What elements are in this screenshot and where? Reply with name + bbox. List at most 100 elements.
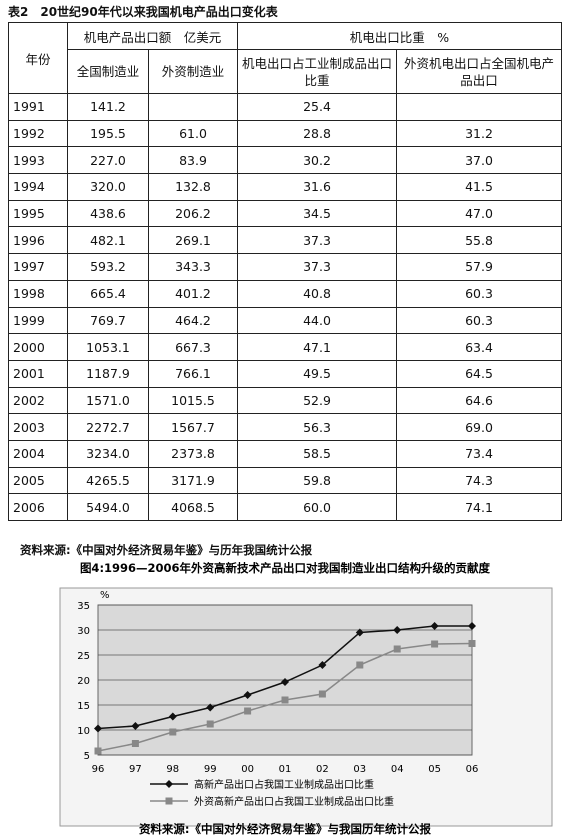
year-cell: 1995 [8,199,68,228]
value-cell: 320.0 [67,173,149,201]
year-cell: 1997 [8,253,68,281]
data-table: 年份 机电产品出口额 亿美元 机电出口比重 % 全国制造业 外资制造业 机电出口… [8,22,562,521]
value-cell: 37.3 [237,226,397,255]
header-cell: 年份 [8,22,68,94]
year-cell: 2006 [8,493,68,521]
data-point [281,678,289,686]
header-cell: 机电出口比重 % [237,22,562,50]
year-cell: 1991 [8,93,68,121]
table-row: 2000 1053.1 667.3 47.1 63.4 [8,333,562,361]
y-tick-label: 25 [77,651,90,662]
value-cell: 401.2 [148,279,238,308]
table-row: 2001 1187.9 766.1 49.5 64.5 [8,359,562,388]
table-row: 1991 141.2 25.4 [8,93,562,121]
x-tick-label: 97 [129,764,142,775]
value-cell: 60.3 [396,306,562,335]
data-point [393,645,401,653]
x-tick-label: 04 [391,764,404,775]
x-tick-label: 03 [353,764,366,775]
data-point [355,628,364,637]
value-cell: 766.1 [148,359,238,388]
chart: 图4:1996—2006年外资高新技术产品出口对我国制造业出口结构升级的贡献度 … [59,561,553,836]
data-point [169,728,177,736]
value-cell: 56.3 [237,413,397,441]
year-cell: 2005 [8,466,68,495]
value-cell: 63.4 [396,333,562,361]
value-cell: 2272.7 [67,413,149,441]
year-cell: 2001 [8,359,68,388]
value-cell: 61.0 [148,119,238,148]
data-point [94,724,102,733]
y-tick-label: 30 [77,626,90,637]
table-row: 2004 3234.0 2373.8 58.5 73.4 [8,439,562,468]
value-cell: 74.3 [396,466,562,495]
y-axis-label: % [100,590,110,601]
value-cell: 1187.9 [67,359,149,388]
x-tick-label: 00 [241,764,254,775]
value-cell: 3171.9 [148,466,238,495]
value-cell: 195.5 [67,119,149,148]
data-point [131,722,140,730]
table-row: 1993 227.0 83.9 30.2 37.0 [8,146,562,175]
y-tick-label: 15 [77,701,90,712]
value-cell: 5494.0 [67,493,149,521]
value-cell: 60.0 [237,493,397,521]
x-tick-label: 05 [428,764,441,775]
source-note: 资料来源:《中国对外经济贸易年鉴》与历年我国统计公报 [20,543,313,557]
year-cell: 1992 [8,119,68,148]
header-cell: 外资制造业 [148,49,238,94]
value-cell: 206.2 [148,199,238,228]
value-cell: 83.9 [148,146,238,175]
year-cell: 2000 [8,333,68,361]
value-cell: 141.2 [67,93,149,121]
value-cell: 769.7 [67,306,149,335]
year-cell: 1994 [8,173,68,201]
table-row: 1998 665.4 401.2 40.8 60.3 [8,279,562,308]
value-cell: 667.3 [148,333,238,361]
value-cell: 593.2 [67,253,149,281]
value-cell: 464.2 [148,306,238,335]
data-point [206,703,215,712]
value-cell: 37.0 [396,146,562,175]
data-point [393,626,402,634]
value-cell: 49.5 [237,359,397,388]
value-cell: 40.8 [237,279,397,308]
value-cell: 25.4 [237,93,397,121]
value-cell: 64.6 [396,386,562,415]
x-tick-label: 01 [279,764,292,775]
data-point [94,747,102,755]
year-cell: 2003 [8,413,68,441]
legend-label: 外资高新产品出口占我国工业制成品出口比重 [194,795,394,808]
value-cell: 482.1 [67,226,149,255]
value-cell: 57.9 [396,253,562,281]
value-cell: 438.6 [67,199,149,228]
value-cell: 227.0 [67,146,149,175]
year-cell: 2004 [8,439,68,468]
value-cell: 69.0 [396,413,562,441]
y-tick-label: 10 [77,726,90,737]
table-row: 1996 482.1 269.1 37.3 55.8 [8,226,562,255]
data-point [468,622,476,630]
year-cell: 1996 [8,226,68,255]
data-point [431,640,439,648]
value-cell: 269.1 [148,226,238,255]
data-point [318,661,327,669]
value-cell: 1567.7 [148,413,238,441]
table-row: 1997 593.2 343.3 37.3 57.9 [8,253,562,281]
data-point [168,712,177,721]
value-cell: 2373.8 [148,439,238,468]
value-cell: 44.0 [237,306,397,335]
table-row: 1999 769.7 464.2 44.0 60.3 [8,306,562,335]
value-cell: 74.1 [396,493,562,521]
value-cell: 31.2 [396,119,562,148]
data-point [430,622,439,630]
table-row: 2003 2272.7 1567.7 56.3 69.0 [8,413,562,441]
y-tick-label: 5 [84,751,90,762]
value-cell: 34.5 [237,199,397,228]
data-point [244,707,252,715]
value-cell: 55.8 [396,226,562,255]
value-cell: 1571.0 [67,386,149,415]
value-cell: 665.4 [67,279,149,308]
data-point [131,740,139,747]
